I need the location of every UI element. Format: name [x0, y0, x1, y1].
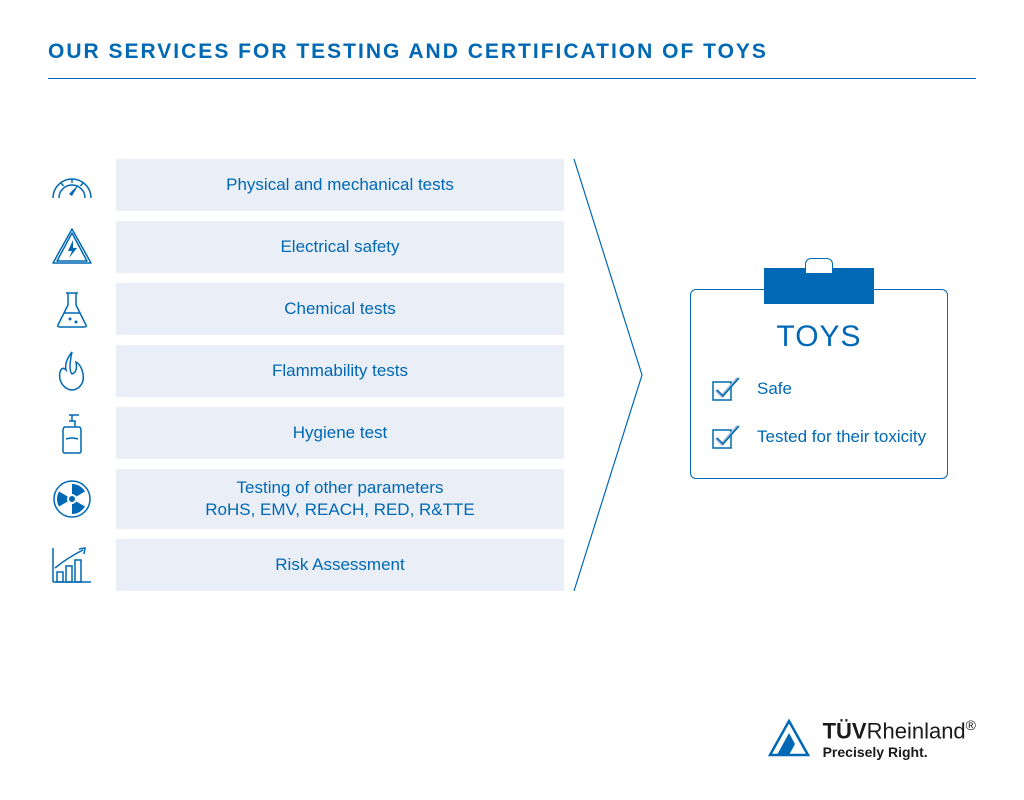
checkmark-icon — [711, 376, 741, 402]
service-bar-label: Physical and mechanical tests — [116, 159, 564, 211]
check-row: Tested for their toxicity — [711, 424, 927, 450]
service-bar-label: Hygiene test — [116, 407, 564, 459]
logo-brand-bold: TÜV — [823, 718, 867, 743]
services-column: Physical and mechanical tests Electrical… — [48, 159, 564, 591]
soap-dispenser-icon — [48, 409, 96, 457]
title-underline — [48, 78, 976, 79]
radiation-icon — [48, 475, 96, 523]
chart-up-icon — [48, 541, 96, 589]
checkmark-icon — [711, 424, 741, 450]
result-column: TOYS Safe Tested for their toxicity — [690, 289, 948, 479]
registered-mark: ® — [966, 717, 976, 733]
check-label: Tested for their toxicity — [757, 426, 926, 448]
service-row: Hygiene test — [48, 407, 564, 459]
check-label: Safe — [757, 378, 792, 400]
main-content: Physical and mechanical tests Electrical… — [48, 159, 976, 591]
service-bar-label: Electrical safety — [116, 221, 564, 273]
service-bar-label: Risk Assessment — [116, 539, 564, 591]
electric-warning-icon — [48, 223, 96, 271]
arrow-right — [570, 159, 650, 591]
brand-logo: TÜVRheinland® Precisely Right. — [767, 717, 976, 760]
logo-triangle-icon — [767, 718, 811, 758]
service-row: Flammability tests — [48, 345, 564, 397]
gauge-icon — [48, 161, 96, 209]
service-bar-label: Testing of other parameters RoHS, EMV, R… — [116, 469, 564, 529]
clipboard-title: TOYS — [711, 320, 927, 354]
service-row: Electrical safety — [48, 221, 564, 273]
logo-text: TÜVRheinland® Precisely Right. — [823, 717, 976, 760]
flame-icon — [48, 347, 96, 395]
logo-tagline: Precisely Right. — [823, 744, 976, 760]
logo-brand-rest: Rheinland — [867, 718, 966, 743]
clipboard-clip-icon — [764, 268, 874, 304]
service-row: Risk Assessment — [48, 539, 564, 591]
service-bar-label: Chemical tests — [116, 283, 564, 335]
check-row: Safe — [711, 376, 927, 402]
service-row: Chemical tests — [48, 283, 564, 335]
service-row: Testing of other parameters RoHS, EMV, R… — [48, 469, 564, 529]
flask-icon — [48, 285, 96, 333]
service-bar-label: Flammability tests — [116, 345, 564, 397]
service-row: Physical and mechanical tests — [48, 159, 564, 211]
page-title: OUR SERVICES FOR TESTING AND CERTIFICATI… — [48, 40, 976, 64]
clipboard-card: TOYS Safe Tested for their toxicity — [690, 289, 948, 479]
